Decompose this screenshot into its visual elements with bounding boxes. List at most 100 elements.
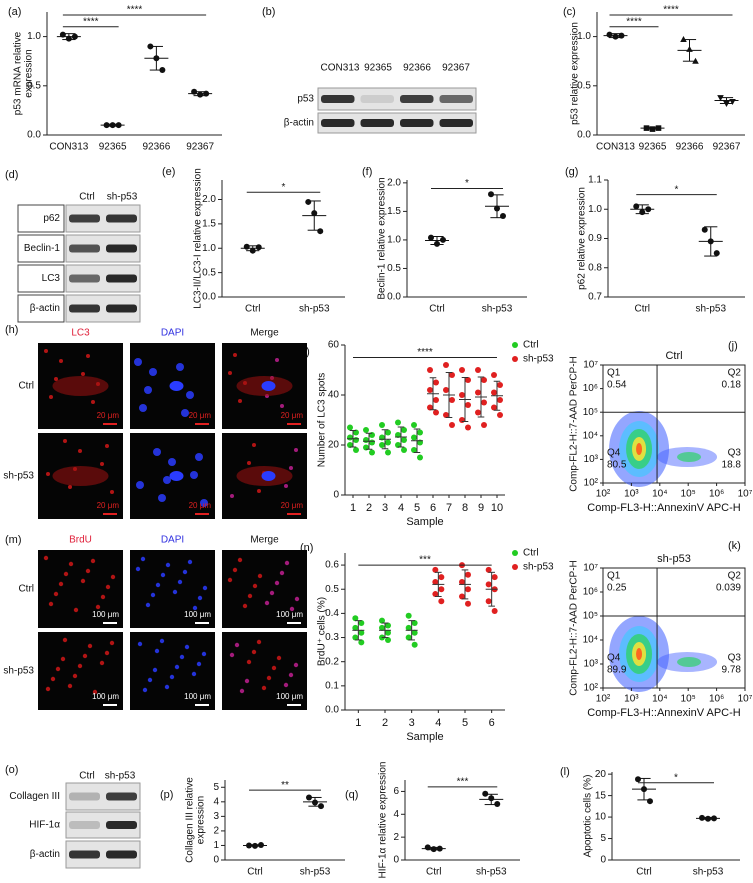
cell-signal [256,639,262,645]
column-label: Merge [250,535,279,546]
quadrant-name: Q4 [607,653,621,664]
cell-signal [197,595,203,601]
legend-swatch [512,564,518,570]
x-tick-label: 5 [462,717,468,729]
x-tick-label: 10⁶ [709,489,724,500]
cell-signal [257,489,261,493]
quadrant-value: 80.5 [607,460,627,471]
cell-signal [87,643,93,649]
data-point [485,566,492,573]
legend-label: Ctrl [523,340,539,351]
density-tail [677,657,702,667]
cell-signal [275,358,279,362]
data-point [395,419,401,426]
cell-signal [153,448,161,456]
x-tick-label: 9 [478,502,484,514]
x-tick-label: 6 [489,717,495,729]
data-point [305,198,312,205]
panel-label: (h) [5,324,18,336]
cell-signal [82,653,88,659]
cell-signal [289,466,293,470]
blot-band [106,244,137,253]
cell-signal [201,651,207,657]
cell-signal [45,686,51,692]
data-point [411,629,418,636]
x-tick-label: 1 [350,502,356,514]
cell-signal [49,395,53,399]
cell-signal [100,594,106,600]
significance-label: * [675,184,679,195]
scale-label: 100 μm [276,692,303,701]
x-tick-label: 10⁴ [652,489,667,500]
lane-label: Ctrl [79,192,95,203]
data-point [432,578,439,585]
lane-label: Ctrl [79,771,95,782]
y-tick-label: 0.0 [27,130,41,141]
data-point [363,437,369,443]
cell-signal [154,648,160,654]
cell-signal [174,664,180,670]
x-tick-label: 2 [382,717,388,729]
y-axis-label: Apoptotic cells (%) [583,775,594,858]
cell-signal [242,603,248,609]
cell-signal [85,568,91,574]
x-tick-label: 10⁷ [738,489,753,500]
density-cloud [636,443,643,455]
y-tick-label: 1.0 [27,31,41,42]
x-tick-label: 10⁷ [738,694,753,705]
column-label: DAPI [161,535,184,546]
cell-signal [284,484,288,488]
cell-signal [179,654,185,660]
cell-signal [266,675,272,681]
y-tick-label: 40 [328,390,340,401]
y-axis-label: p53 relative expression [570,22,581,125]
blot-strip [317,87,477,111]
cell-signal [172,589,178,595]
x-tick-label: 5 [414,502,420,514]
panel-label: (c) [563,6,576,18]
legend-label: sh-p53 [523,562,554,573]
cell-signal [186,391,194,399]
cell-signal [46,472,50,476]
blot-band [400,119,434,127]
y-tick-label: 1.0 [577,31,591,42]
x-tick-label: sh-p53 [299,304,330,315]
x-tick-label: CON313 [49,142,88,153]
data-point [401,427,407,433]
y-tick-label: 0 [393,855,399,866]
data-point [633,203,640,210]
y-tick-label: 1.1 [588,175,602,186]
blot-band [321,95,355,103]
quadrant-name: Q1 [607,368,621,379]
protein-label: β-actin [30,303,60,314]
quadrant-name: Q2 [728,571,742,582]
blot-band [360,95,394,103]
cell-signal [163,476,171,484]
panel-label: (q) [345,789,358,801]
cell-signal [58,581,64,587]
y-tick-label: 0.0 [577,130,591,141]
cell-signal [289,606,295,612]
quadrant-value: 9.78 [722,665,742,676]
cell-signal [190,471,198,479]
x-tick-label: 10³ [624,694,639,705]
y-tick-label: 0 [600,855,606,866]
lane-label: 92365 [364,63,392,74]
cell-signal [247,593,253,599]
x-tick-label: sh-p53 [695,304,726,315]
cell-signal [276,655,282,661]
cell-signal [293,662,299,668]
cell-signal [187,559,193,565]
legend-swatch [512,356,518,362]
data-point [459,578,465,585]
x-tick-label: 6 [430,502,436,514]
significance-label: **** [83,16,99,27]
cell-signal [155,582,161,588]
y-tick-label: 0.8 [588,262,602,273]
data-point [385,636,391,643]
row-label: sh-p53 [3,666,34,677]
scale-label: 100 μm [184,610,211,619]
data-point [497,397,503,403]
blot-band [106,304,137,313]
cell-signal [145,602,151,608]
